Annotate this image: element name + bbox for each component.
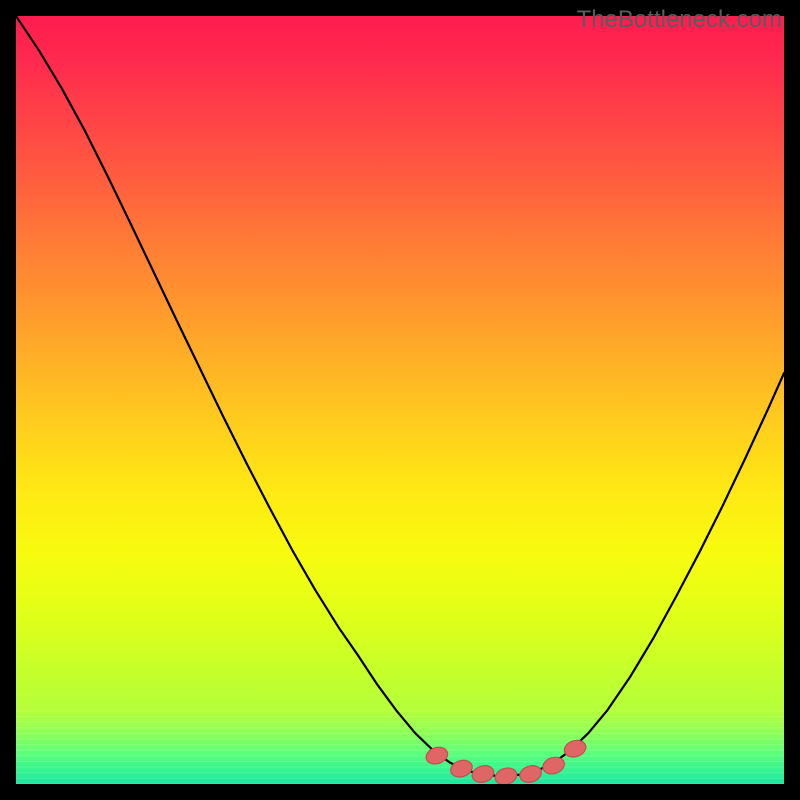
trough-marker xyxy=(449,758,475,780)
watermark-text: TheBottleneck.com xyxy=(577,6,782,34)
trough-marker xyxy=(493,765,519,784)
trough-marker xyxy=(424,745,450,767)
curve-layer xyxy=(16,16,784,784)
trough-marker xyxy=(518,763,544,784)
chart-stage: TheBottleneck.com xyxy=(0,0,800,800)
plot-area xyxy=(16,16,784,784)
bottleneck-curve xyxy=(16,16,784,776)
trough-marker xyxy=(470,763,496,784)
